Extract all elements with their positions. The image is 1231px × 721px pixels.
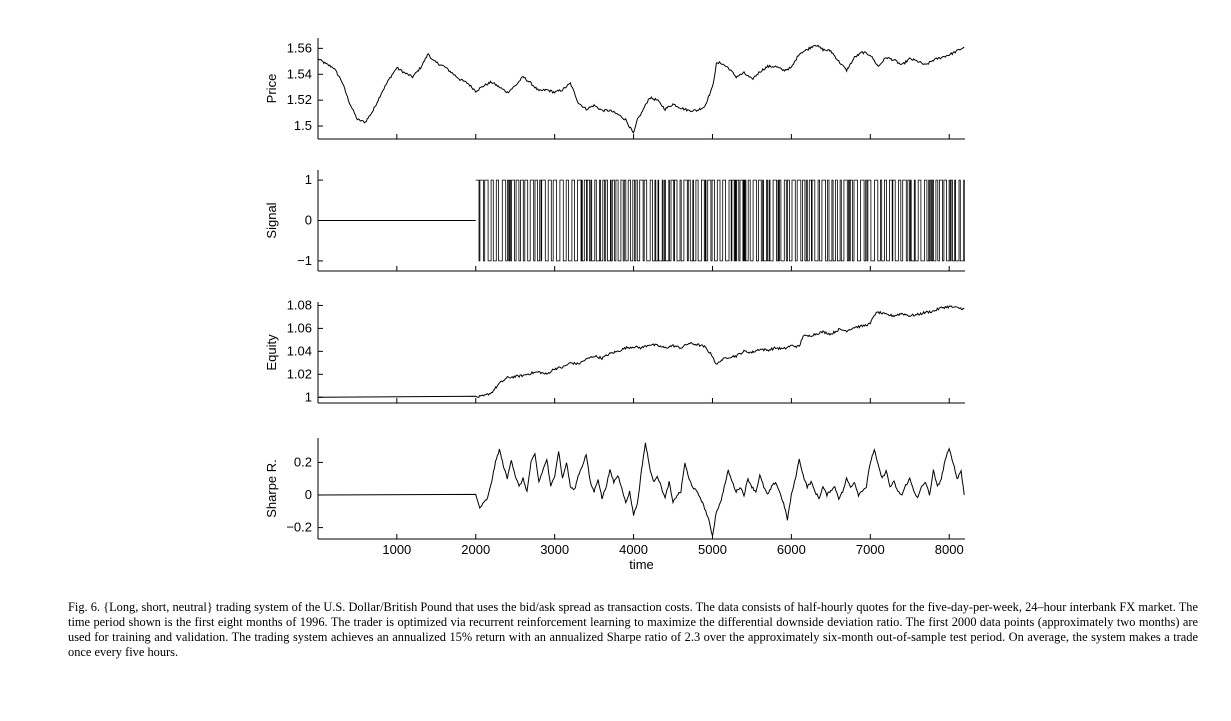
- y-tick-label: 1.5: [294, 118, 312, 133]
- y-tick-label: 1.52: [287, 92, 312, 107]
- y-tick-label: 1.54: [287, 66, 312, 81]
- y-axis-title: Equity: [264, 334, 279, 371]
- series-line-sharpe: [317, 442, 965, 537]
- y-tick-label: −0.2: [286, 520, 312, 535]
- x-tick-label: 4000: [619, 542, 648, 557]
- figure: 1.5 1.52 1.54 1.56 Price −1 0 1 Signal 1 1.02 1.04 1…: [264, 38, 965, 572]
- x-tick-label: 3000: [540, 542, 569, 557]
- x-tick-label: 6000: [777, 542, 806, 557]
- y-tick-label: 1: [305, 389, 312, 404]
- y-tick-label: 0.2: [294, 454, 312, 469]
- y-tick-label: −1: [297, 253, 312, 268]
- series-line-price: [317, 44, 965, 134]
- y-tick-label: 1.04: [287, 343, 312, 358]
- x-tick-label: 8000: [935, 542, 964, 557]
- signal-switching-trace: [475, 179, 965, 262]
- y-tick-label: 1.08: [287, 297, 312, 312]
- figure-svg: 1.51.521.541.56Price−101Signal11.021.041…: [264, 38, 965, 572]
- y-tick-label: 0: [305, 213, 312, 228]
- x-tick-label: 7000: [856, 542, 885, 557]
- y-tick-label: 0: [305, 487, 312, 502]
- y-tick-label: 1.02: [287, 366, 312, 381]
- y-axis-title: Price: [264, 74, 279, 104]
- y-axis-title: Signal: [264, 202, 279, 238]
- y-tick-label: 1.56: [287, 40, 312, 55]
- x-tick-label: 2000: [461, 542, 490, 557]
- chart-price: 1.5 1.52 1.54 1.56 Price: [264, 38, 965, 140]
- chart-sharpe: −0.2 0 0.2 1000 2000 3000 4000 5000 6000 7000 8000…: [264, 438, 965, 572]
- x-tick-label: 5000: [698, 542, 727, 557]
- chart-signal: −1 0 1 Signal: [264, 170, 965, 272]
- y-axis-title: Sharpe R.: [264, 459, 279, 518]
- series-line-equity: [317, 305, 965, 398]
- chart-equity: 1 1.02 1.04 1.06 1.08 Equity: [264, 297, 965, 404]
- y-tick-label: 1: [305, 172, 312, 187]
- x-tick-label: 1000: [382, 542, 411, 557]
- figure-caption: Fig. 6. {Long, short, neutral} trading s…: [68, 600, 1198, 659]
- y-tick-label: 1.06: [287, 320, 312, 335]
- x-axis-title: time: [629, 557, 654, 572]
